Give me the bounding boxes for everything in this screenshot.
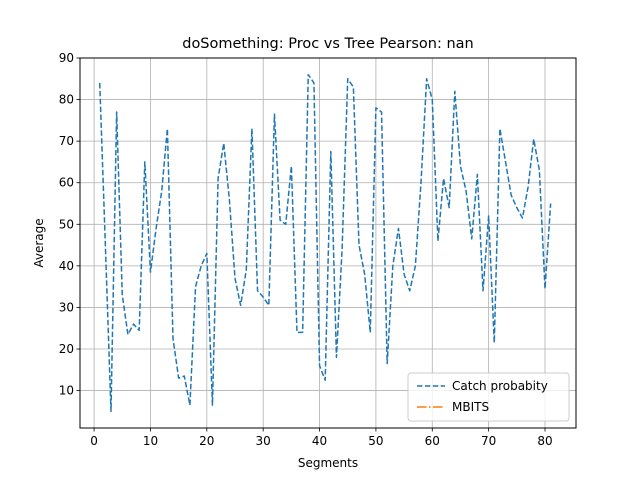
y-tick-label: 80 <box>59 93 74 107</box>
y-tick-label: 70 <box>59 134 74 148</box>
y-tick-label: 60 <box>59 176 74 190</box>
y-tick-label: 20 <box>59 342 74 356</box>
x-tick-label: 40 <box>312 434 327 448</box>
legend: Catch probabity MBITS <box>407 372 570 422</box>
x-axis-title: Segments <box>298 456 358 470</box>
y-axis-title: Average <box>32 218 46 267</box>
legend-box <box>407 372 570 422</box>
y-tick-label: 10 <box>59 384 74 398</box>
legend-label: MBITS <box>452 400 489 414</box>
plot-frame <box>79 57 577 429</box>
grid <box>80 57 576 428</box>
y-tick-label: 50 <box>59 217 74 231</box>
x-tick-label: 20 <box>199 434 214 448</box>
x-tick-label: 70 <box>481 434 496 448</box>
y-tick-label: 90 <box>59 51 74 65</box>
x-tick-label: 60 <box>425 434 440 448</box>
y-tick-label: 30 <box>59 300 74 314</box>
ticks: 0 10 20 30 40 50 60 70 80 10 20 30 40 50 60 70 80 90 <box>59 51 553 448</box>
x-tick-label: 80 <box>537 434 552 448</box>
x-tick-label: 10 <box>143 434 158 448</box>
series-layer <box>98 73 552 413</box>
x-tick-label: 0 <box>90 434 98 448</box>
y-tick-label: 40 <box>59 259 74 273</box>
x-tick-label: 30 <box>256 434 271 448</box>
series-line-1 <box>98 73 552 413</box>
legend-label: Catch probabity <box>452 379 548 393</box>
chart-title: doSomething: Proc vs Tree Pearson: nan <box>182 36 474 52</box>
x-tick-label: 50 <box>368 434 383 448</box>
